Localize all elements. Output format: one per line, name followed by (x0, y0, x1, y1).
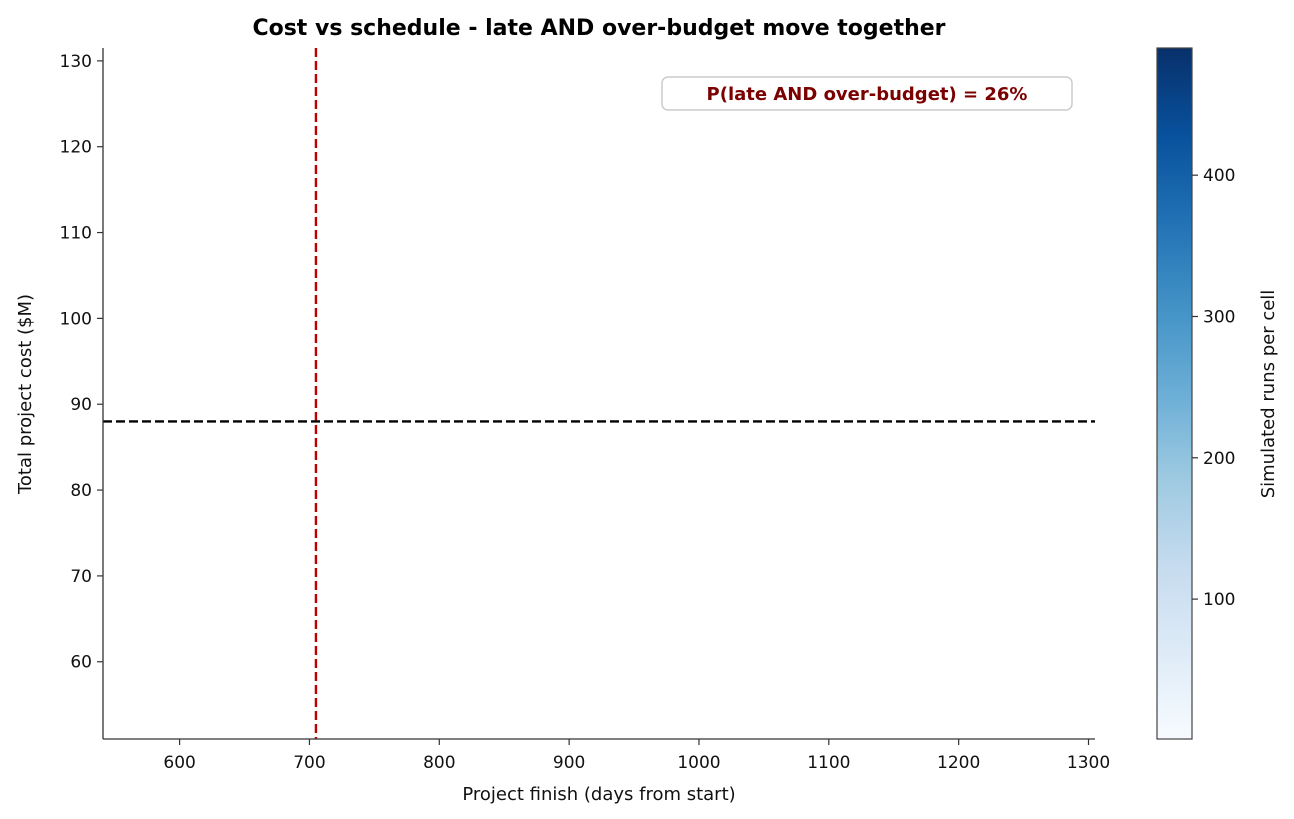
x-tick-label: 900 (553, 753, 585, 773)
y-tick-label: 60 (70, 653, 92, 673)
y-tick-label: 130 (60, 52, 92, 72)
y-tick-label: 100 (60, 309, 92, 329)
y-tick-label: 80 (70, 481, 92, 501)
colorbar-tick-label: 200 (1203, 449, 1235, 469)
x-tick-label: 1300 (1067, 753, 1110, 773)
annotation-box (661, 76, 1073, 111)
colorbar-gradient (1156, 47, 1193, 740)
colorbar-tick-label: 400 (1203, 166, 1235, 186)
y-axis-label: Total project cost ($M) (15, 294, 36, 495)
y-tick-label: 120 (60, 138, 92, 158)
x-axis-label: Project finish (days from start) (462, 784, 735, 805)
axes (102, 48, 1095, 740)
x-ticks: 600 700 800 900 1000 1100 1200 1300 (163, 739, 1110, 773)
x-tick-label: 700 (293, 753, 325, 773)
x-tick-label: 1100 (807, 753, 850, 773)
x-tick-label: 1200 (937, 753, 980, 773)
y-tick-label: 110 (60, 224, 92, 244)
x-tick-label: 800 (423, 753, 455, 773)
x-tick-label: 600 (163, 753, 195, 773)
colorbar-ticks: 100 200 300 400 (1192, 166, 1235, 610)
x-tick-label: 1000 (677, 753, 720, 773)
colorbar-tick-label: 300 (1203, 307, 1235, 327)
y-ticks: 60 70 80 90 100 110 120 130 (60, 52, 103, 673)
chart-title: Cost vs schedule - late AND over-budget … (252, 16, 945, 41)
annotation-text: P(late AND over-budget) = 26% (707, 84, 1028, 105)
y-tick-label: 70 (70, 567, 92, 587)
colorbar-tick-label: 100 (1203, 590, 1235, 610)
y-tick-label: 90 (70, 395, 92, 415)
probability-annotation: P(late AND over-budget) = 26% (661, 76, 1073, 111)
colorbar-label: Simulated runs per cell (1258, 290, 1279, 499)
colorbar: 100 200 300 400 Simulated runs per cell (1156, 47, 1279, 740)
